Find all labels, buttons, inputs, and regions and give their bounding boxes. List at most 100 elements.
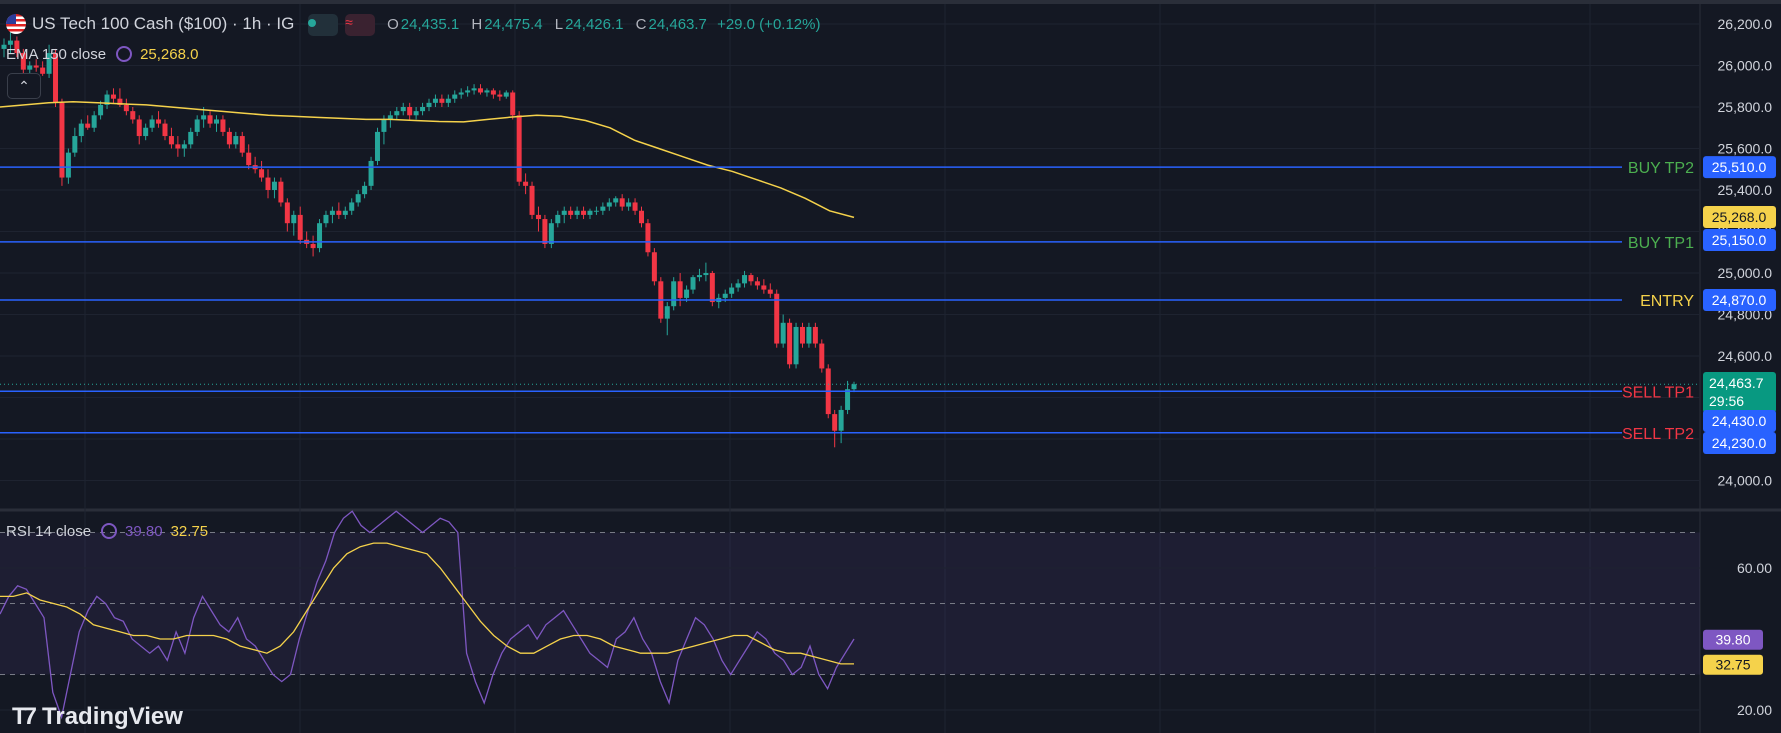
- candle-body: [342, 210, 348, 215]
- candle-body: [168, 136, 174, 145]
- cycle-icon[interactable]: [116, 46, 133, 62]
- candle-body: [832, 414, 838, 431]
- candle-body: [587, 210, 593, 215]
- candle-body: [677, 281, 683, 298]
- candle-body: [110, 94, 116, 99]
- collapse-legend-button[interactable]: ⌃: [7, 73, 41, 99]
- candle-body: [645, 223, 651, 253]
- candle-body: [53, 53, 59, 103]
- candle-body: [523, 181, 529, 186]
- level-label: SELL TP1: [1622, 384, 1694, 401]
- candle-body: [20, 53, 26, 70]
- candle-body: [91, 115, 97, 128]
- level-price-tag: 24,230.0: [1712, 435, 1767, 451]
- candle-body: [362, 185, 368, 195]
- symbol-title[interactable]: US Tech 100 Cash ($100) · 1h · IG: [32, 14, 295, 33]
- candle-body: [136, 119, 142, 137]
- y-tick-label: 25,600.0: [1718, 141, 1773, 157]
- low-value: 24,426.1: [565, 15, 624, 33]
- candle-body: [156, 119, 162, 124]
- candle-body: [78, 123, 84, 137]
- candle-body: [503, 92, 509, 97]
- candle-body: [574, 210, 580, 215]
- candle-body: [368, 160, 374, 186]
- candle-body: [432, 98, 438, 103]
- y-tick-label: 24,600.0: [1718, 348, 1773, 364]
- candle-body: [709, 273, 715, 303]
- candle-body: [297, 214, 303, 240]
- candle-body: [671, 281, 677, 307]
- level-label: SELL TP2: [1622, 426, 1694, 443]
- candle-body: [806, 326, 812, 344]
- candle-body: [329, 210, 335, 215]
- candle-body: [838, 409, 844, 431]
- candle-body: [819, 343, 825, 369]
- candle-body: [568, 210, 574, 215]
- candle-body: [265, 177, 271, 190]
- y-tick-label: 26,000.0: [1718, 58, 1773, 74]
- candle-body: [33, 65, 39, 68]
- candle-body: [639, 210, 644, 224]
- level-price-tag-bg: [1703, 410, 1776, 432]
- y-tick-label: 24,000.0: [1718, 473, 1773, 489]
- ema-price-tag: 25,268.0: [1712, 209, 1767, 225]
- candle-body: [542, 219, 548, 244]
- candle-body: [548, 223, 554, 244]
- wave-icon[interactable]: ≈: [345, 14, 376, 36]
- current-price-tag: 24,463.7: [1709, 375, 1764, 391]
- candle-body: [458, 92, 464, 95]
- rsi-ma-line: [0, 542, 854, 665]
- candle-body: [194, 119, 200, 132]
- candle-body: [259, 169, 265, 178]
- current-price-tag-bg: [1703, 372, 1776, 413]
- candle-body: [271, 181, 277, 190]
- candle-body: [581, 210, 587, 215]
- tradingview-logo-icon: T7: [12, 703, 37, 730]
- candle-body: [143, 127, 149, 137]
- rsi-tick-label: 60.00: [1737, 560, 1772, 576]
- candle-body: [413, 111, 419, 116]
- countdown-tag: 29:56: [1709, 393, 1744, 409]
- tradingview-logo[interactable]: T7 TradingView: [12, 703, 183, 731]
- rsi-legend[interactable]: RSI 14 close 39.80 32.75: [6, 521, 208, 541]
- candle-body: [123, 104, 129, 112]
- rsi-ma-legend-value: 32.75: [170, 522, 209, 540]
- candle-body: [387, 115, 393, 120]
- candle-body: [201, 115, 207, 120]
- candle-body: [59, 102, 65, 178]
- market-status-icon[interactable]: [308, 14, 339, 36]
- symbol-header: US Tech 100 Cash ($100) · 1h · IG ≈ O 24,…: [6, 12, 820, 36]
- candle-body: [130, 111, 136, 120]
- ema-legend[interactable]: EMA 150 close 25,268.0: [6, 44, 198, 64]
- level-label: ENTRY: [1640, 293, 1694, 310]
- candle-body: [14, 40, 20, 54]
- candle-body: [27, 65, 33, 70]
- candle-body: [593, 210, 599, 212]
- candle-body: [323, 214, 329, 224]
- candle-body: [742, 275, 748, 284]
- candle-body: [664, 306, 670, 319]
- candle-body: [310, 243, 316, 249]
- close-value: 24,463.7: [648, 15, 707, 33]
- candle-body: [207, 115, 213, 124]
- candle-body: [606, 202, 612, 207]
- candle-body: [516, 115, 522, 182]
- ema-price-tag-bg: [1703, 206, 1776, 228]
- candle-body: [181, 144, 187, 149]
- candle-body: [233, 136, 239, 145]
- candle-body: [780, 322, 786, 344]
- candle-body: [420, 107, 426, 112]
- candle-body: [497, 94, 503, 97]
- cycle-icon[interactable]: [101, 523, 118, 539]
- candle-body: [761, 285, 767, 290]
- high-value: 24,475.4: [484, 15, 543, 33]
- candle-body: [1, 44, 7, 49]
- rsi-tick-label: 20.00: [1737, 702, 1772, 718]
- candle-body: [626, 202, 632, 207]
- candle-body: [220, 119, 226, 132]
- rsi-value-tag: 39.80: [1715, 632, 1750, 648]
- candle-body: [613, 198, 619, 203]
- rsi-legend-value: 39.80: [125, 522, 163, 540]
- candle-body: [748, 275, 754, 282]
